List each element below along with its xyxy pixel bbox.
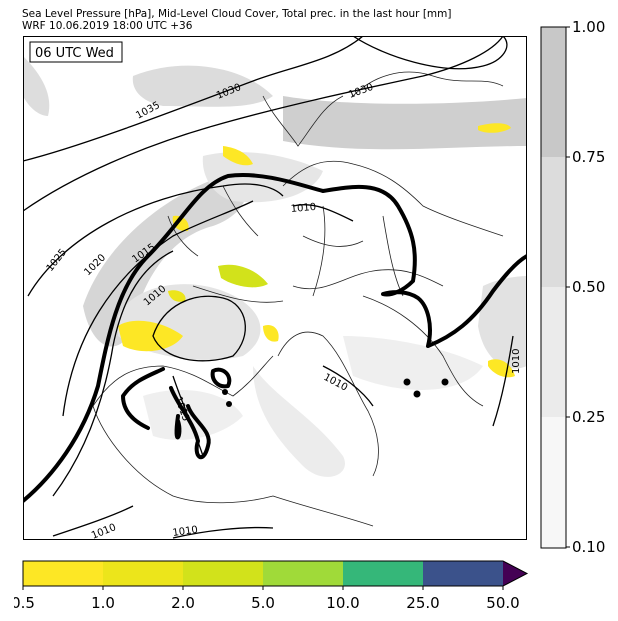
weather-map: 1035 1030 1030 1025 1020 1015 1010 1010 … [23,36,527,540]
cloud-tick-label: 1.00 [572,20,605,36]
chart-title-line2: WRF 10.06.2019 18:00 UTC +36 [22,20,193,32]
precip-tick-label: 1.0 [91,594,115,612]
precipitation-layer [118,123,515,378]
precip-tick-label: 10.0 [326,594,359,612]
isobars-thin [23,36,514,539]
chart-title-line1: Sea Level Pressure [hPa], Mid-Level Clou… [22,8,452,20]
isobar-1010-thick [23,173,527,503]
cloud-tick-label: 0.75 [572,148,605,166]
precip-tick-label: 2.0 [171,594,195,612]
precip-tick-label: 0.5 [14,594,35,612]
highs-dots [222,378,449,407]
cloud-tick-label: 0.25 [572,408,605,426]
precip-tick-label: 50.0 [486,594,519,612]
isobar-label: 1010 [172,525,199,539]
isobar-label: 1010 [511,349,522,374]
precip-colorbar: 0.5 1.0 2.0 5.0 10.0 25.0 50.0 [14,560,529,612]
coastlines [92,71,504,527]
precip-tick-label: 25.0 [406,594,439,612]
valid-time-label: 06 UTC Wed [35,46,114,61]
cloud-cover-colorbar: 1.00 0.75 0.50 0.25 0.10 [540,20,605,556]
cloud-tick-label: 0.10 [572,538,605,556]
cloud-cover-layer [23,56,527,477]
isobar-label: 1010 [290,202,316,215]
precip-tick-label: 5.0 [251,594,275,612]
cloud-tick-label: 0.50 [572,278,605,296]
